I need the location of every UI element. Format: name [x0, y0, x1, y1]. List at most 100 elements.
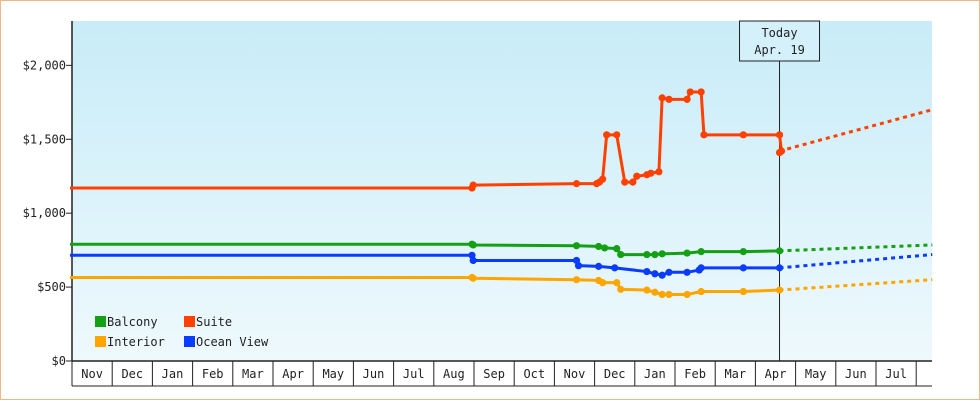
x-axis: Nov Dec Jan Feb Mar Apr May Jun Jul Aug Sep Oct Nov D…	[71, 360, 932, 387]
data-point	[613, 245, 621, 253]
x-tick-label: Feb	[684, 367, 706, 381]
data-point	[686, 88, 694, 96]
forecast-line-ocean-view	[779, 253, 933, 270]
data-point	[611, 264, 619, 272]
data-point	[603, 131, 611, 139]
x-tick-label: Jun	[845, 367, 867, 381]
y-tick-label: $500	[37, 280, 66, 294]
data-point	[697, 287, 705, 296]
x-tick-label: Jan	[644, 367, 666, 381]
data-point	[595, 262, 603, 270]
data-point	[572, 242, 581, 250]
data-point	[651, 250, 659, 259]
series-ocean-view	[69, 251, 933, 279]
data-point	[617, 285, 625, 293]
data-point	[775, 148, 784, 157]
data-point	[574, 262, 583, 270]
data-point	[658, 250, 666, 258]
y-tick-label: $2,000	[23, 58, 66, 72]
series-balcony	[69, 240, 933, 259]
data-point	[651, 288, 659, 296]
data-point	[697, 88, 705, 96]
data-point	[697, 264, 705, 272]
data-point	[665, 268, 673, 276]
legend: Balcony Suite Interior Ocean View	[95, 315, 269, 349]
forecast-line-interior	[779, 278, 933, 292]
legend-swatch-interior	[95, 336, 106, 347]
x-tick-label: Mar	[242, 367, 264, 381]
data-point	[700, 131, 708, 139]
data-point	[683, 290, 691, 299]
plot-background	[72, 21, 932, 361]
x-tick-label: Dec	[604, 367, 626, 381]
y-tick-label: $1,500	[23, 132, 66, 146]
data-point	[613, 279, 621, 287]
today-box	[739, 20, 821, 62]
data-point	[739, 264, 747, 272]
data-point	[643, 267, 651, 276]
x-tick-label: Aug	[443, 367, 465, 381]
series-layer	[69, 88, 933, 299]
data-point	[469, 181, 477, 189]
x-tick-label: Sep	[483, 367, 505, 381]
data-point	[621, 178, 629, 186]
y-axis: $0 $500 $1,000 $1,500 $2,000	[23, 21, 73, 368]
series-suite	[69, 88, 933, 192]
y-tick-label: $0	[52, 354, 66, 368]
data-point	[683, 249, 691, 257]
x-tick-label: Feb	[202, 367, 224, 381]
x-tick-label: Apr	[282, 367, 304, 381]
data-point	[572, 180, 581, 188]
data-point	[655, 168, 663, 176]
data-point	[775, 247, 784, 255]
x-tick-label: May	[322, 367, 344, 381]
series-line-interior	[69, 275, 780, 296]
legend-swatch-ocean-view	[184, 336, 195, 347]
data-point	[647, 169, 655, 177]
data-point	[775, 286, 784, 294]
data-point	[739, 287, 747, 296]
data-point	[617, 250, 625, 259]
data-point	[739, 248, 747, 256]
data-point	[469, 256, 477, 265]
data-point	[665, 95, 673, 103]
data-point	[775, 131, 784, 139]
legend-label-interior: Interior	[107, 335, 165, 349]
x-tick-label: Jul	[885, 367, 907, 381]
forecast-line-suite	[779, 108, 933, 153]
data-point	[683, 268, 691, 276]
y-tick-label: $1,000	[23, 206, 66, 220]
data-point	[599, 279, 607, 287]
data-point	[697, 248, 705, 256]
forecast-line-balcony	[779, 243, 933, 253]
data-point	[599, 175, 607, 183]
data-point	[658, 94, 666, 102]
x-tick-label: Oct	[523, 367, 545, 381]
series-interior	[69, 273, 933, 299]
today-label: Today	[761, 26, 797, 40]
legend-swatch-balcony	[95, 316, 106, 327]
data-point	[601, 244, 609, 252]
today-date: Apr. 19	[754, 43, 805, 57]
x-tick-label: May	[805, 367, 827, 381]
data-point	[665, 290, 673, 299]
data-point	[651, 270, 659, 278]
data-point	[595, 242, 603, 251]
data-point	[775, 264, 784, 272]
legend-swatch-suite	[184, 316, 195, 327]
x-tick-label: Jan	[162, 367, 184, 381]
data-point	[629, 178, 637, 186]
data-point	[683, 95, 691, 103]
data-point	[643, 250, 651, 259]
today-marker: Today Apr. 19	[739, 20, 821, 361]
x-tick-label: Nov	[81, 367, 103, 381]
data-point	[658, 290, 666, 299]
x-tick-label: Dec	[121, 367, 143, 381]
x-tick-label: Apr	[765, 367, 787, 381]
data-point	[633, 172, 641, 180]
x-tick-label: Jun	[363, 367, 385, 381]
data-point	[613, 131, 621, 139]
data-point	[469, 241, 477, 249]
data-point	[658, 271, 666, 279]
